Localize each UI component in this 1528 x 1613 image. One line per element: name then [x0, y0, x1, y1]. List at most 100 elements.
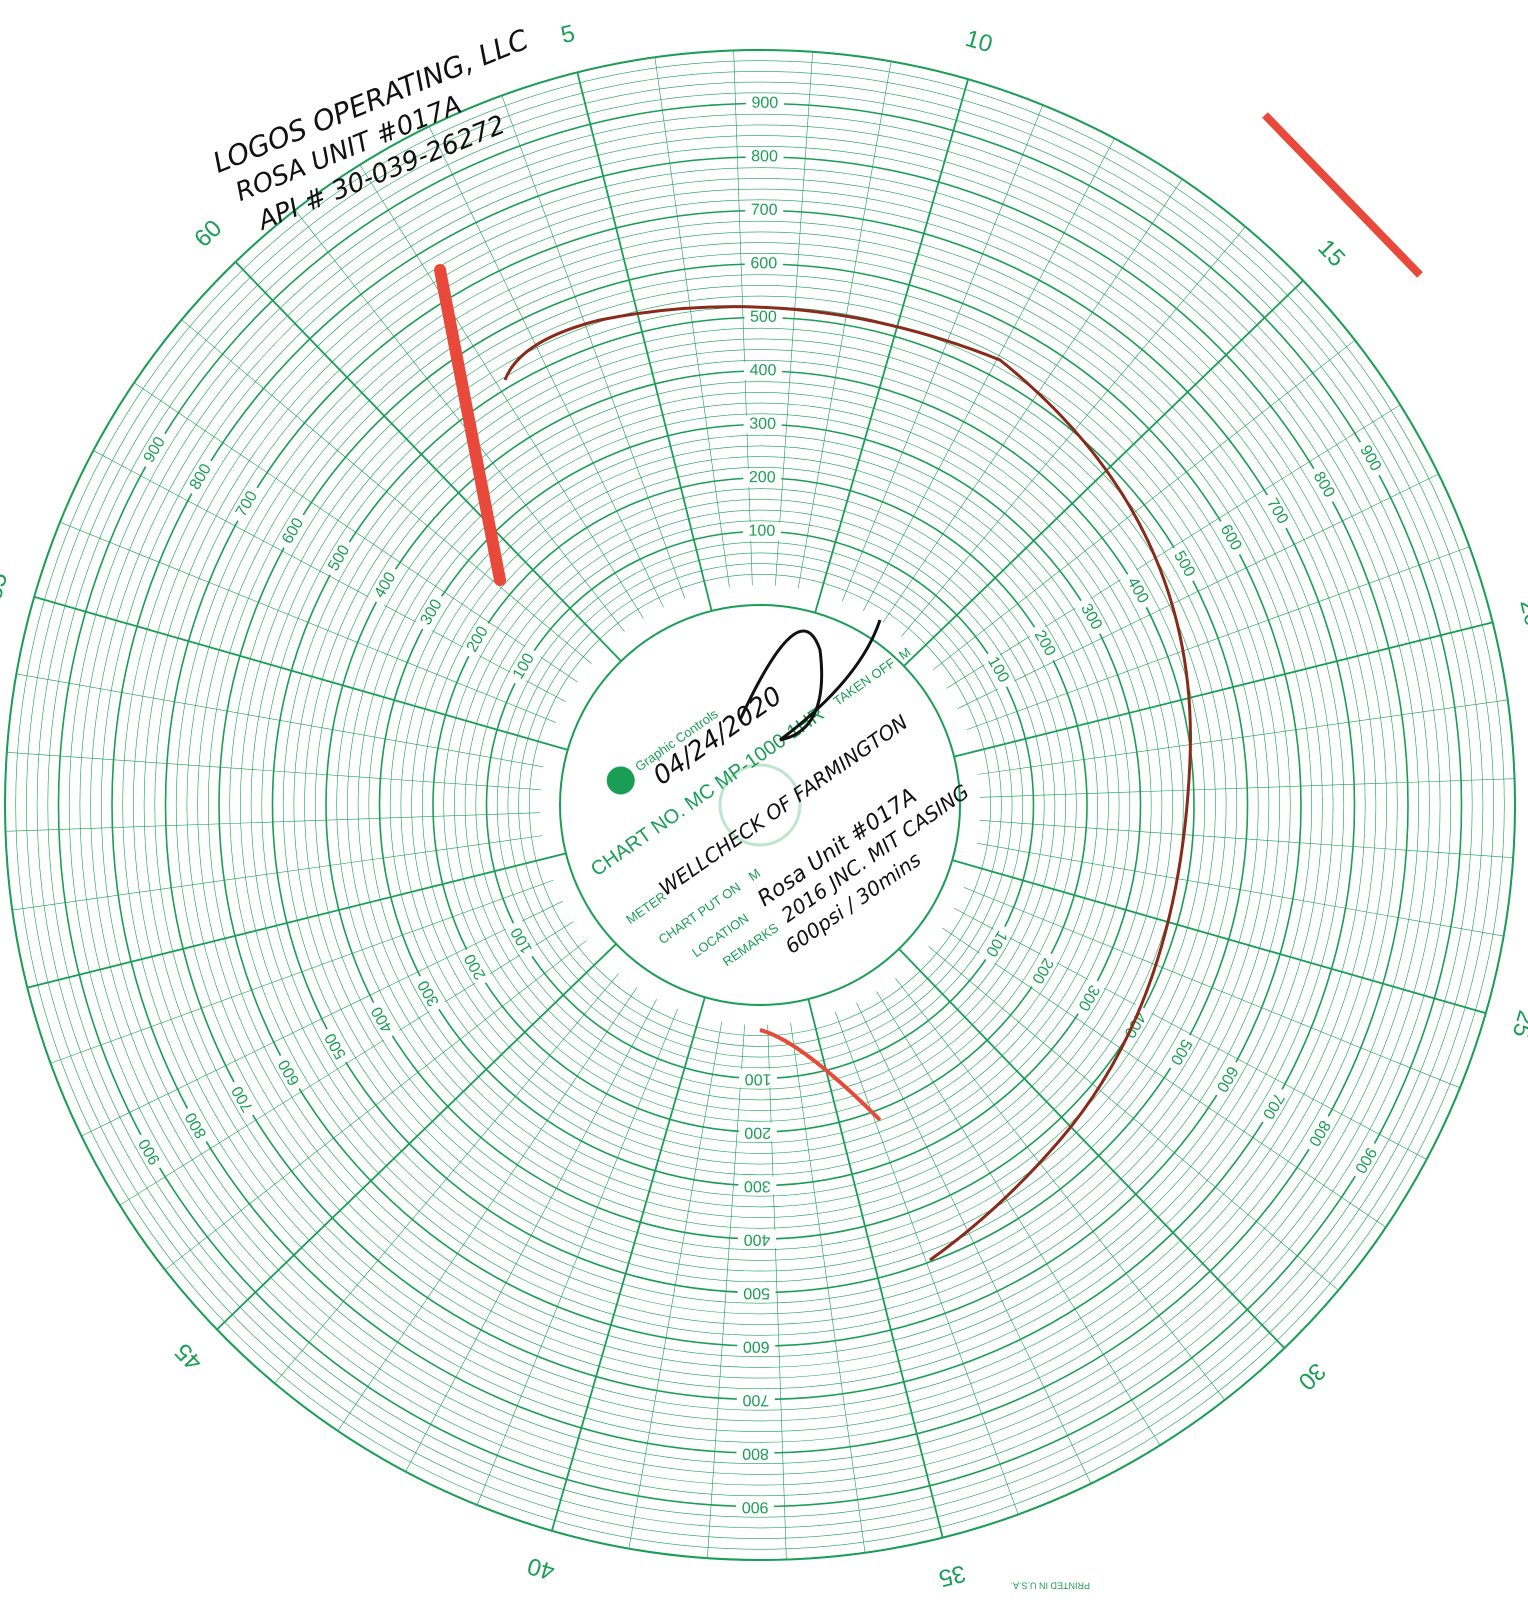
- pressure-label: 100: [745, 1070, 772, 1087]
- pressure-label: 600: [750, 255, 777, 272]
- radial-line: [767, 1024, 787, 1560]
- ring: [475, 520, 1045, 1090]
- label-bg: [137, 429, 173, 471]
- pressure-label: 800: [751, 148, 778, 165]
- ring: [304, 349, 1216, 1261]
- radial-line: [405, 999, 657, 1472]
- label-bg: [744, 254, 783, 274]
- radial-line: [359, 164, 644, 619]
- label-bg: [368, 564, 404, 607]
- radial-line: [50, 879, 554, 1064]
- label-bg: [1073, 596, 1109, 639]
- pressure-label: 700: [751, 202, 778, 219]
- ring: [314, 359, 1206, 1251]
- radial-line: [856, 1002, 1092, 1484]
- label-bg: [460, 618, 496, 661]
- ring: [197, 242, 1323, 1368]
- radial-line: [957, 473, 1439, 709]
- label-bg: [1255, 1084, 1291, 1127]
- label-bg: [980, 648, 1016, 691]
- ring: [122, 167, 1398, 1443]
- label-bg: [738, 1122, 777, 1142]
- radial-line: [501, 95, 686, 599]
- minute-label: 15: [1312, 234, 1350, 272]
- pressure-label: 300: [749, 416, 776, 433]
- radial-line: [234, 261, 622, 662]
- radial-line: [953, 621, 1493, 758]
- label-bg: [743, 361, 783, 381]
- radial-line: [428, 126, 664, 608]
- label-bg: [1306, 463, 1341, 506]
- radial-line: [93, 450, 566, 702]
- pressure-label: 100: [749, 523, 776, 540]
- minute-label: 60: [189, 215, 227, 253]
- signature: [738, 619, 882, 742]
- ring: [282, 327, 1238, 1283]
- label-bg: [132, 1130, 168, 1173]
- radial-line: [337, 987, 638, 1432]
- pressure-label: 200: [744, 1124, 771, 1141]
- label-bg: [1024, 949, 1060, 992]
- label-bg: [272, 1051, 307, 1094]
- radial-line: [775, 51, 813, 586]
- radial-line: [954, 908, 1427, 1160]
- pressure-label: 700: [742, 1391, 769, 1408]
- radial-line: [16, 673, 544, 768]
- radial-line: [963, 887, 1461, 1089]
- radial-line: [876, 991, 1161, 1446]
- minute-label: 5: [558, 20, 577, 49]
- brand-logo: [606, 766, 635, 795]
- radial-line: [119, 921, 574, 1206]
- radial-line: [834, 1011, 1019, 1515]
- label-bg: [1070, 976, 1106, 1019]
- radial-line: [133, 382, 578, 683]
- label-bg: [978, 922, 1014, 965]
- label-bg: [738, 1176, 777, 1195]
- label-bg: [745, 94, 784, 113]
- label-bg: [736, 1497, 775, 1516]
- label-bg: [1301, 1111, 1337, 1154]
- label-bg: [745, 201, 784, 220]
- ring: [36, 81, 1484, 1529]
- ring: [347, 392, 1173, 1218]
- ring: [389, 434, 1131, 1176]
- ring: [357, 402, 1163, 1208]
- outer-ring: [4, 49, 1516, 1561]
- label-bg: [365, 998, 400, 1041]
- radial-line: [654, 57, 730, 588]
- minute-label: 25: [1507, 1007, 1528, 1040]
- minute-label: 45: [170, 1338, 208, 1376]
- ring: [496, 541, 1024, 1069]
- label-bg: [736, 1390, 775, 1409]
- radial-line: [942, 927, 1387, 1228]
- ring: [528, 573, 991, 1036]
- label-bg: [183, 456, 219, 499]
- label-bg: [1027, 622, 1062, 665]
- radial-line: [707, 1024, 745, 1559]
- ring: [47, 92, 1473, 1518]
- radial-line: [903, 279, 1304, 667]
- minute-label: 30: [1293, 1357, 1331, 1395]
- label-bg: [744, 308, 783, 327]
- ring: [421, 466, 1099, 1144]
- label-bg: [414, 591, 450, 634]
- radial-line: [81, 901, 563, 1137]
- center-hole: [718, 763, 802, 847]
- ring: [90, 135, 1430, 1475]
- label-bg: [506, 645, 542, 688]
- radial-line: [33, 596, 568, 751]
- radial-line: [842, 104, 1044, 602]
- pen-mark: [759, 1028, 882, 1122]
- radial-line: [274, 973, 619, 1384]
- radial-line: [294, 209, 625, 632]
- ring: [68, 113, 1452, 1497]
- ring: [400, 445, 1120, 1165]
- pressure-label: 600: [743, 1338, 770, 1355]
- minute-label: 10: [962, 25, 995, 58]
- ring: [518, 563, 1002, 1047]
- minute-label: 50: [0, 981, 6, 1013]
- ring: [133, 178, 1387, 1432]
- ring: [15, 60, 1505, 1550]
- label-bg: [1213, 516, 1248, 559]
